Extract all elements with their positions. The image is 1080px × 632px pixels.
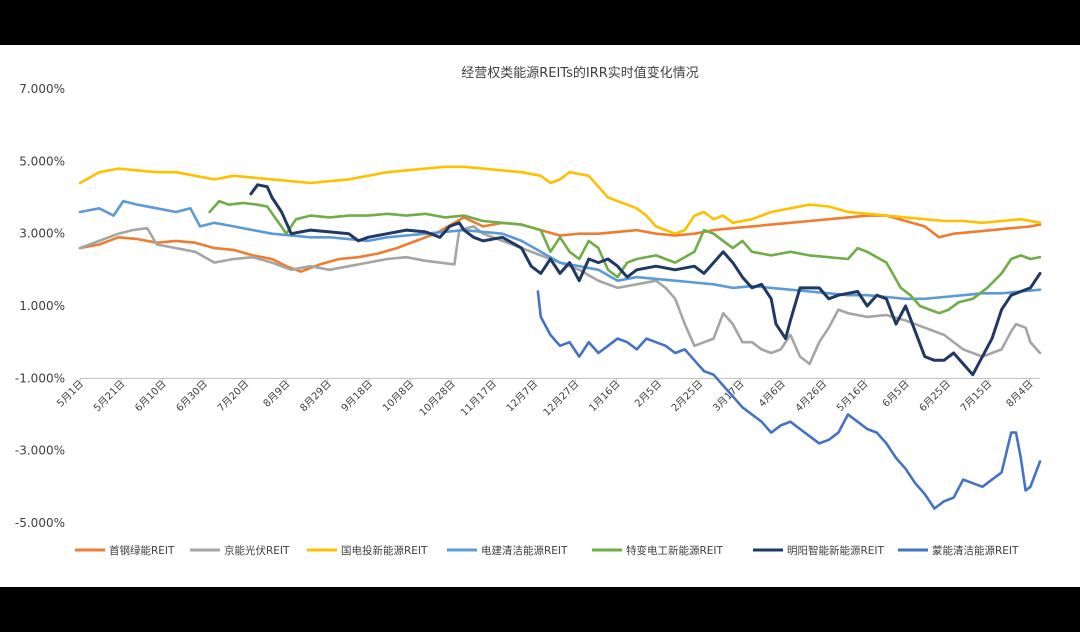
x-tick-label: 8月9日 — [261, 378, 293, 410]
series-line-1 — [78, 225, 1042, 366]
x-tick-label: 6月30日 — [174, 378, 210, 414]
legend-label: 首钢绿能REIT — [109, 544, 175, 557]
x-tick-label: 6月5日 — [880, 378, 912, 410]
x-tick-label: 7月15日 — [958, 378, 994, 414]
legend-label: 明阳智能新能源REIT — [787, 544, 885, 557]
x-tick-label: 2月25日 — [669, 378, 705, 414]
x-tick-label: 11月17日 — [458, 378, 499, 419]
series-line-6 — [536, 290, 1042, 510]
x-tick-label: 10月8日 — [380, 378, 416, 414]
x-tick-label: 12月27日 — [541, 378, 582, 419]
x-axis-ticks: 5月1日 5月21日 6月10日 6月30日 7月20日 8月9日 8月29日 9月18日 10… — [54, 378, 1035, 419]
x-tick-label: 8月29日 — [298, 378, 334, 414]
y-tick-label: 3.000% — [19, 227, 65, 241]
x-tick-label: 10月28日 — [417, 378, 458, 419]
y-tick-label: -1.000% — [15, 371, 65, 385]
y-axis-ticks: 7.000% 5.000% 3.000% 1.000% -1.000% -3.000% -5… — [15, 82, 65, 530]
chart-canvas: 经营权类能源REITs的IRR实时值变化情况 7.000% 5.000% 3.000… — [0, 45, 1080, 587]
x-tick-label: 5月21日 — [91, 378, 127, 414]
x-tick-label: 4月6日 — [756, 378, 788, 410]
legend-label: 特变电工新能源REIT — [626, 544, 724, 557]
x-tick-label: 3月17日 — [710, 378, 746, 414]
x-tick-label: 5月16日 — [834, 378, 870, 414]
x-tick-label: 2月5日 — [632, 378, 664, 410]
y-tick-label: -5.000% — [15, 516, 65, 530]
x-tick-label: 4月26日 — [793, 378, 829, 414]
legend-label: 蒙能清洁能源REIT — [932, 544, 1019, 557]
legend: 首钢绿能REIT 京能光伏REIT 国电投新能源REIT 电建清洁能源REIT 特变电工… — [75, 544, 1019, 557]
y-tick-label: -3.000% — [15, 444, 65, 458]
legend-label: 国电投新能源REIT — [341, 544, 428, 557]
x-tick-label: 8月4日 — [1004, 378, 1036, 410]
y-tick-label: 7.000% — [19, 82, 65, 96]
x-tick-label: 9月18日 — [339, 378, 375, 414]
series-line-4 — [208, 199, 1042, 315]
y-tick-label: 1.000% — [19, 299, 65, 313]
chart-title: 经营权类能源REITs的IRR实时值变化情况 — [461, 65, 699, 81]
legend-label: 电建清洁能源REIT — [481, 544, 568, 557]
series-line-2 — [78, 165, 1042, 235]
x-tick-label: 7月20日 — [215, 378, 251, 414]
series-lines — [78, 165, 1042, 510]
series-line-5 — [249, 183, 1042, 377]
series-line-3 — [78, 199, 1042, 301]
y-tick-label: 5.000% — [19, 154, 65, 168]
legend-label: 京能光伏REIT — [224, 544, 290, 557]
x-tick-label: 1月16日 — [587, 378, 623, 414]
x-tick-label: 12月7日 — [504, 378, 540, 414]
line-chart: 经营权类能源REITs的IRR实时值变化情况 7.000% 5.000% 3.000… — [15, 65, 1042, 557]
x-tick-label: 6月10日 — [133, 378, 169, 414]
x-tick-label: 6月25日 — [917, 378, 953, 414]
